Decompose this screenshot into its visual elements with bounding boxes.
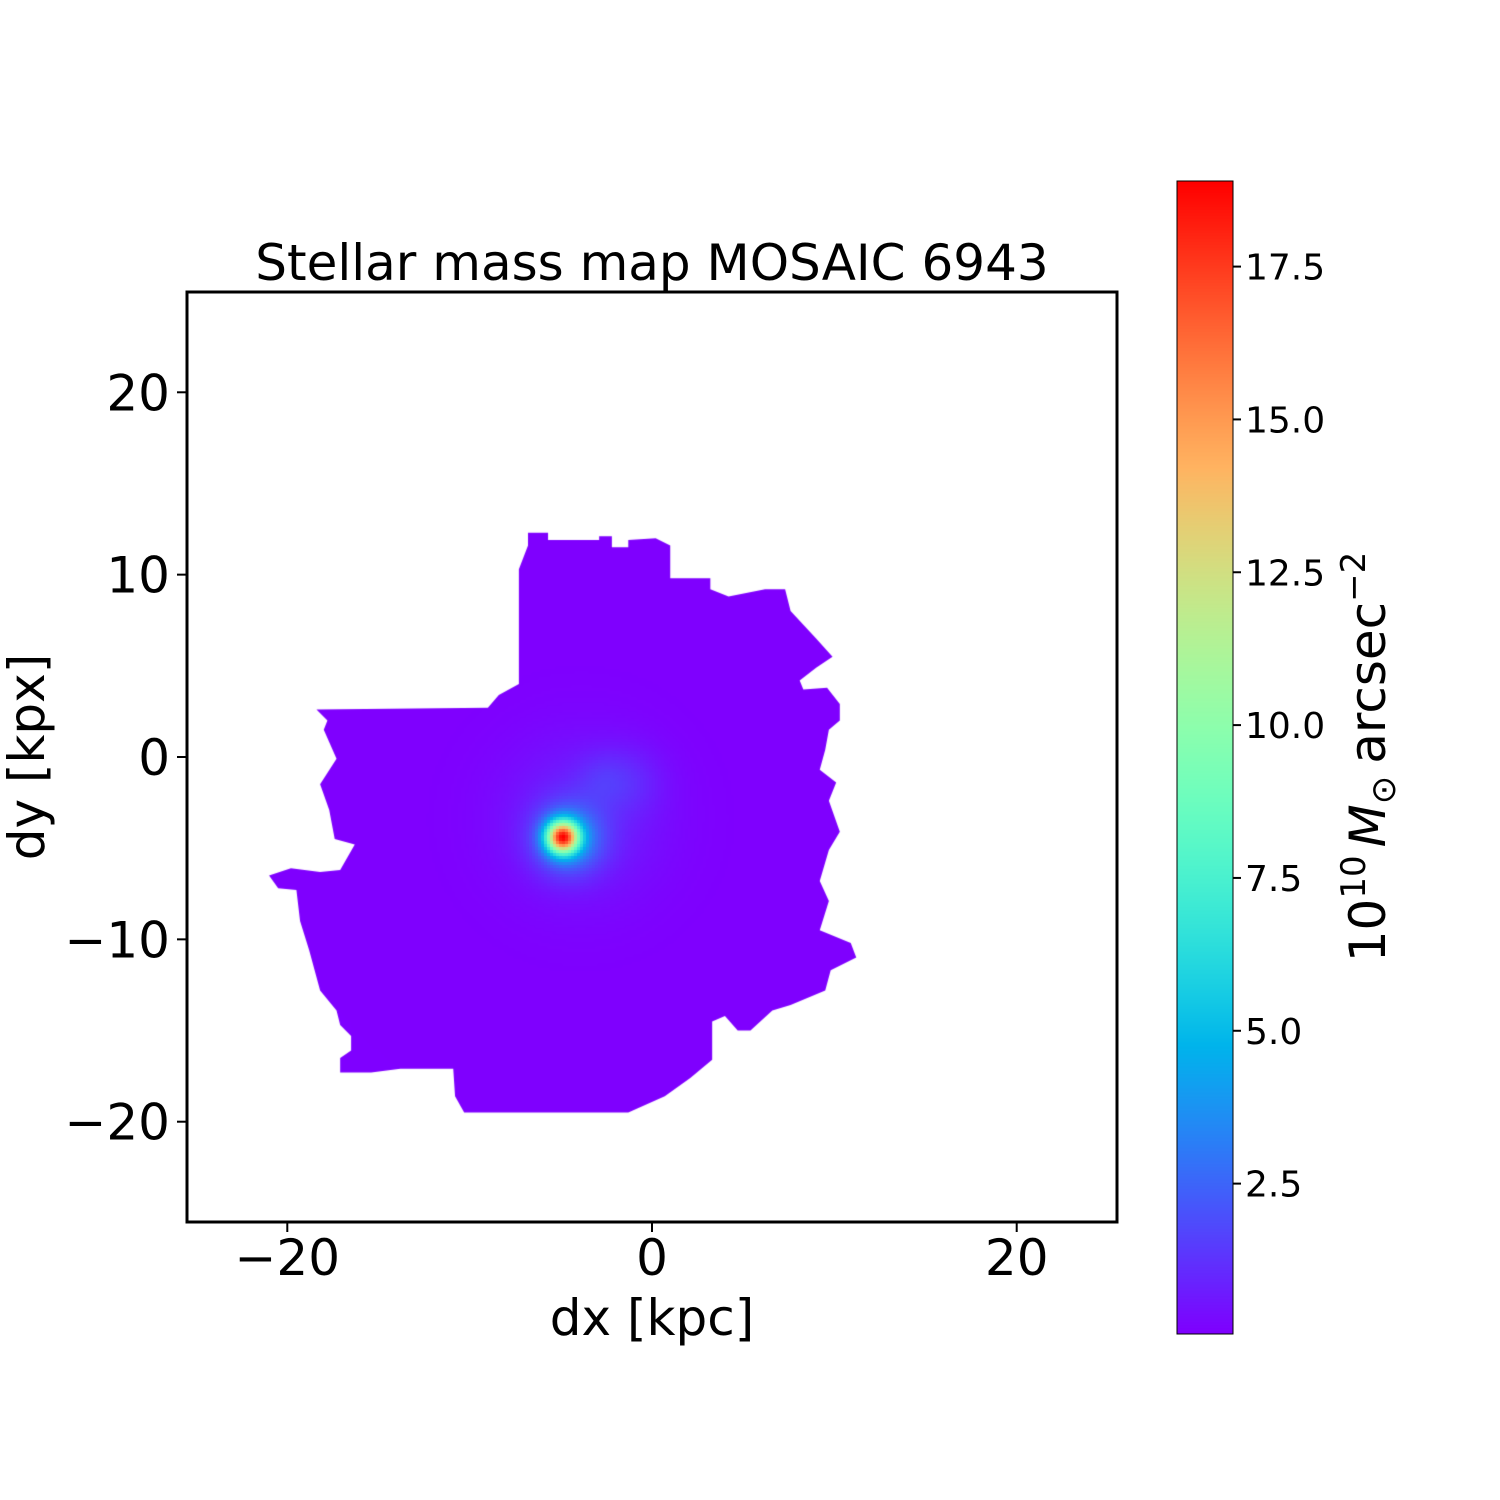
- x-tick-label: −20: [235, 1229, 341, 1287]
- colorbar-tick-label: 7.5: [1245, 859, 1302, 900]
- colorbar-label-symbol: M: [1339, 804, 1397, 847]
- x-tick-label: 0: [636, 1229, 668, 1287]
- axes-frame: [185, 290, 1119, 1224]
- colorbar-label-unit: arcsec: [1339, 602, 1397, 764]
- y-tick-label: 10: [106, 547, 170, 605]
- colorbar-label-unit-exponent: −2: [1334, 552, 1374, 602]
- x-axis-label: dx [kpc]: [550, 1289, 754, 1347]
- colorbar-tick-label: 2.5: [1245, 1165, 1302, 1206]
- x-tick-label: 20: [985, 1229, 1049, 1287]
- y-axis-ticks: 20 10 0 −10 −20: [64, 364, 187, 1152]
- colorbar-tick-label: 15.0: [1245, 400, 1325, 441]
- colorbar-label: 1010 M⊙ arcsec−2: [1334, 552, 1404, 963]
- colorbar-tick-label: 5.0: [1245, 1012, 1302, 1053]
- colorbar-label-exponent: 10: [1334, 855, 1374, 898]
- y-tick-label: −10: [64, 911, 170, 969]
- stellar-mass-heatmap: [187, 292, 1117, 1222]
- colorbar-ticks: 2.5 5.0 7.5 10.0 12.5 15.0 17.5: [1233, 248, 1325, 1206]
- y-tick-label: 0: [138, 729, 170, 787]
- colorbar-tick-label: 10.0: [1245, 706, 1325, 747]
- colorbar-label-subscript: ⊙: [1364, 776, 1404, 805]
- colorbar-tick-label: 17.5: [1245, 248, 1325, 289]
- y-tick-label: 20: [106, 364, 170, 422]
- colorbar-frame: [1176, 180, 1234, 1335]
- y-axis-label: dy [kpx]: [0, 654, 56, 861]
- colorbar-gradient: [1177, 181, 1233, 1334]
- colorbar-label-base: 10: [1339, 899, 1397, 963]
- y-tick-label: −20: [64, 1094, 170, 1152]
- colorbar-tick-label: 12.5: [1245, 553, 1325, 594]
- x-axis-ticks: −20 0 20: [235, 1222, 1049, 1287]
- chart-title: Stellar mass map MOSAIC 6943: [255, 234, 1048, 292]
